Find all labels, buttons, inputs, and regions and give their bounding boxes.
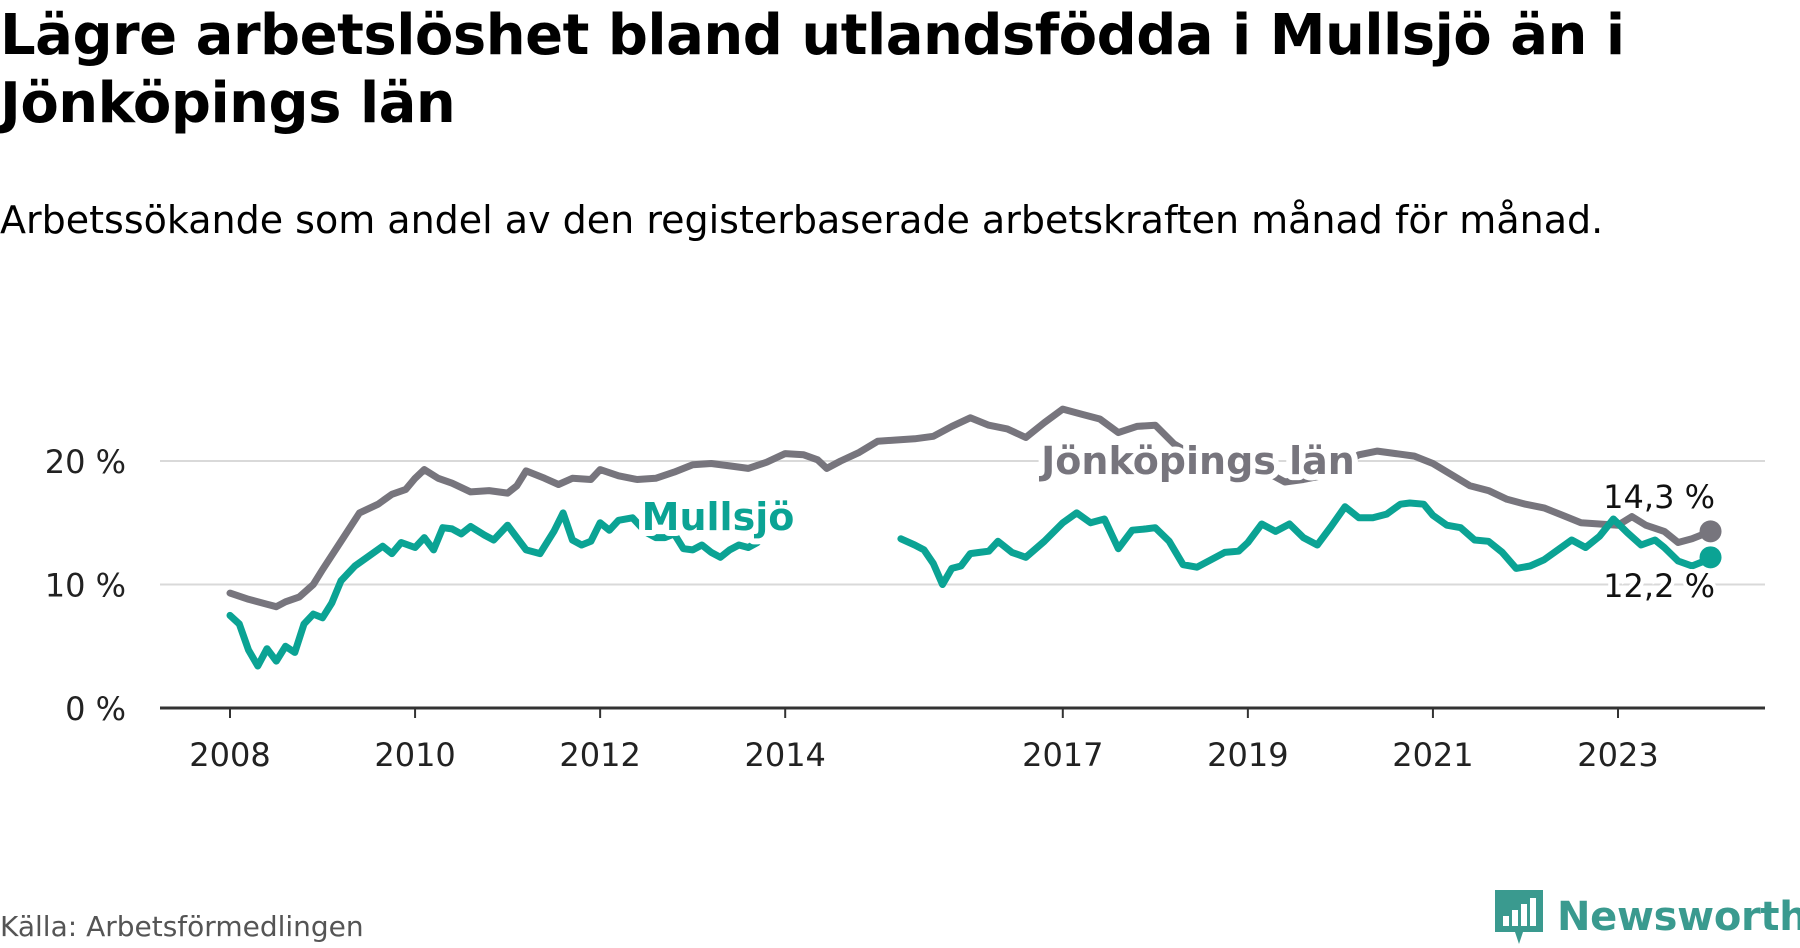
- newsworthy-logo-icon: [1495, 890, 1543, 944]
- endpoint-mullsjo: [1699, 546, 1722, 569]
- x-tick-label: 2017: [1022, 736, 1103, 774]
- series-line-jonkopings-lan: [226, 405, 1714, 611]
- chart-title: Lägre arbetslöshet bland utlandsfödda i …: [0, 3, 1625, 136]
- y-tick-label: 0 %: [65, 690, 126, 728]
- endpoint-jonkopings-lan: [1699, 520, 1722, 543]
- x-tick-label: 2014: [744, 736, 825, 774]
- source-note: Källa: Arbetsförmedlingen: [0, 910, 364, 943]
- series-line-mullsjo-segment-2: [897, 499, 1714, 588]
- x-tick-label: 2019: [1207, 736, 1288, 774]
- series-line-mullsjo: [226, 509, 761, 670]
- y-tick-label: 10 %: [45, 567, 126, 605]
- end-label-mullsjo: 12,2 %: [1603, 567, 1715, 605]
- x-tick-label: 2008: [189, 736, 270, 774]
- chart-subtitle: Arbetssökande som andel av den registerb…: [0, 198, 1604, 242]
- x-tick-label: 2012: [559, 736, 640, 774]
- end-label-jonkopings-lan: 14,3 %: [1603, 478, 1715, 516]
- x-tick-label: 2010: [374, 736, 455, 774]
- series-label-jonkopings-lan: Jönköpings län: [1038, 439, 1355, 483]
- series-label-mullsjo: Mullsjö: [642, 495, 795, 539]
- x-tick-label: 2023: [1577, 736, 1658, 774]
- y-tick-label: 20 %: [45, 443, 126, 481]
- brand-name: Newsworthy: [1557, 894, 1800, 940]
- x-tick-label: 2021: [1392, 736, 1473, 774]
- brand-logo: Newsworthy: [1493, 888, 1800, 946]
